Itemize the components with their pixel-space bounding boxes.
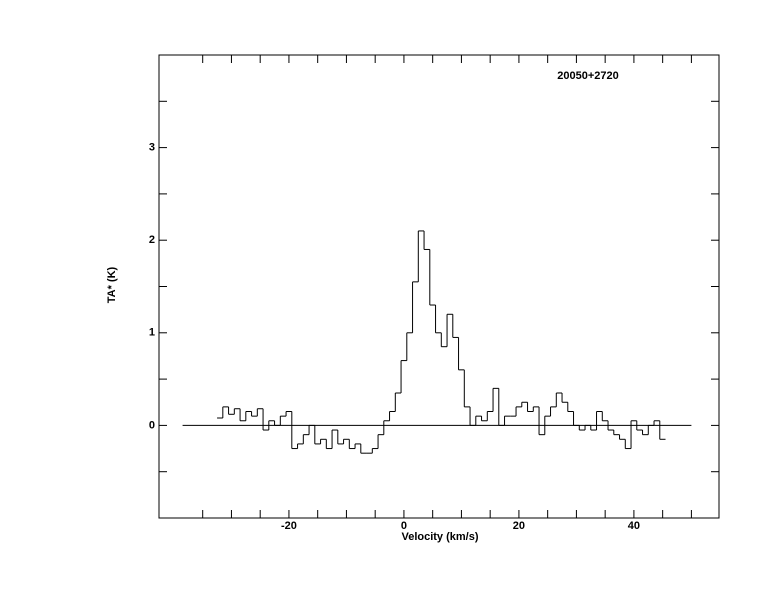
annotation: 20050+2720	[557, 70, 618, 82]
x-tick-label: 0	[401, 520, 407, 532]
x-axis-label: Velocity (km/s)	[401, 531, 478, 543]
y-axis-label: TA* (K)	[106, 266, 118, 303]
plot-frame	[158, 54, 720, 519]
x-tick-label: 40	[628, 520, 640, 532]
y-tick-label: 2	[149, 234, 155, 246]
x-tick-label: -20	[281, 520, 297, 532]
y-tick-label: 0	[149, 419, 155, 431]
x-tick-label: 20	[513, 520, 525, 532]
y-tick-label: 3	[149, 142, 155, 154]
y-tick-label: 1	[149, 327, 155, 339]
